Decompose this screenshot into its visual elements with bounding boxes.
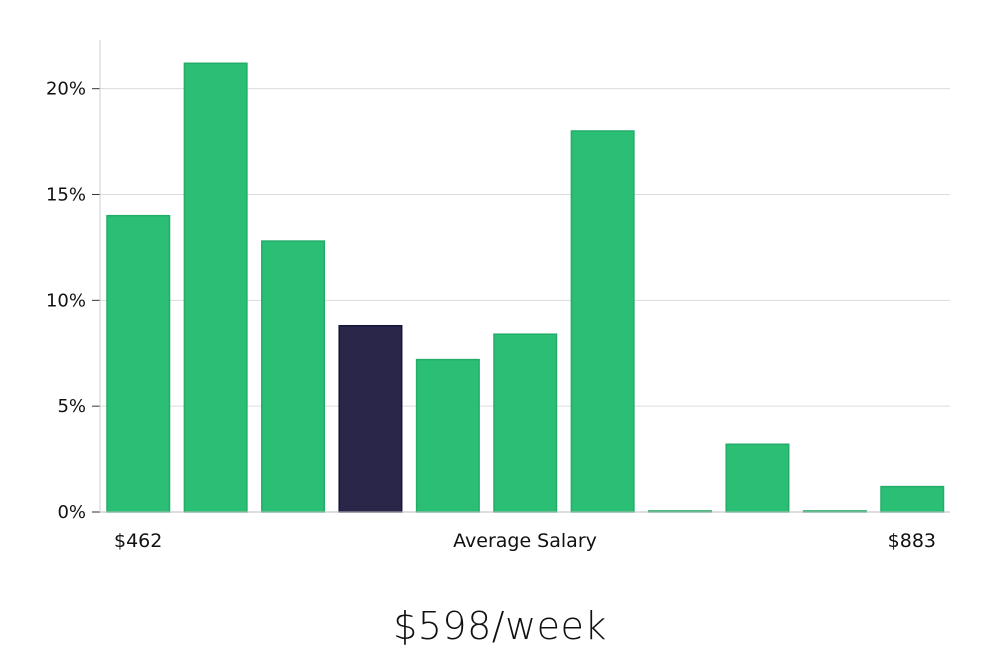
salary-histogram: 0% 5% 10% 15% 20% $462 Average Salary $883 <box>46 40 950 552</box>
bar <box>415 358 480 513</box>
x-min-label: $462 <box>114 530 162 552</box>
bar <box>183 62 248 513</box>
bar <box>261 240 326 513</box>
y-tick-labels: 0% 5% 10% 15% 20% <box>46 79 86 523</box>
bar <box>880 485 945 513</box>
y-tick-label: 15% <box>46 185 86 206</box>
bar <box>106 214 171 513</box>
y-tick-label: 20% <box>46 79 86 100</box>
bar-highlighted <box>338 324 403 513</box>
average-salary-headline: $598/week <box>393 604 607 648</box>
bar <box>725 443 790 513</box>
bars <box>106 62 945 513</box>
axes <box>92 40 950 513</box>
y-tick-label: 10% <box>46 290 86 311</box>
x-max-label: $883 <box>888 530 936 552</box>
bar <box>570 130 635 513</box>
y-tick-label: 5% <box>57 396 86 417</box>
y-tick-label: 0% <box>57 502 86 523</box>
bar <box>493 333 558 513</box>
x-axis-label: Average Salary <box>453 530 597 552</box>
